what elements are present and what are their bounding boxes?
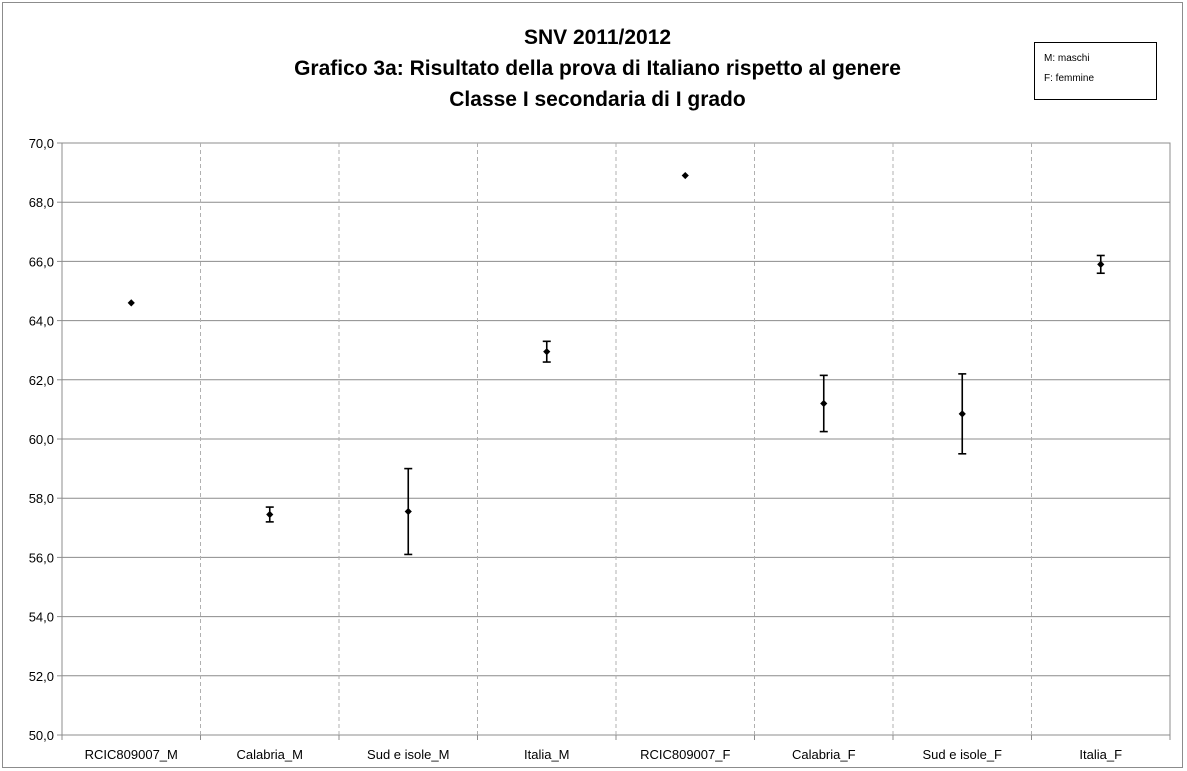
x-tick-label: Sud e isole_F (923, 747, 1003, 762)
legend-box: M: maschi F: femmine (1034, 42, 1157, 100)
data-point (820, 399, 828, 408)
legend-entry-femmine: F: femmine (1044, 73, 1095, 84)
chart-title-line-1: SNV 2011/2012 (523, 26, 672, 49)
x-tick-label: Calabria_F (792, 747, 856, 762)
data-point (127, 299, 135, 307)
x-tick-label: Italia_M (524, 747, 570, 762)
chart-title-line-3: Classe I secondaria di I grado (449, 88, 746, 111)
axes: 50,0 52,0 54,0 56,0 58,0 60,0 62,0 64,0 66,0 68,0… (29, 136, 1171, 762)
y-tick-label: 50,0 (29, 728, 54, 743)
x-tick-label: Sud e isole_M (367, 747, 449, 762)
y-tick-label: 60,0 (29, 432, 54, 447)
data-point (266, 510, 274, 519)
x-tick-label: RCIC809007_M (85, 747, 178, 762)
data-point (543, 348, 551, 356)
y-tick-label: 56,0 (29, 550, 54, 565)
y-tick-label: 68,0 (29, 195, 54, 210)
x-tick-label: Italia_F (1079, 747, 1122, 762)
legend-entry-maschi: M: maschi (1044, 53, 1090, 64)
chart-title-block: SNV 2011/2012 Grafico 3a: Risultato dell… (0, 22, 1187, 115)
data-point (1097, 260, 1105, 268)
y-tick-label: 52,0 (29, 669, 54, 684)
data-point (681, 171, 689, 180)
y-tick-label: 54,0 (29, 610, 54, 625)
y-tick-label: 64,0 (29, 314, 54, 329)
data-point (404, 507, 412, 516)
y-tick-label: 62,0 (29, 373, 54, 388)
gridlines (61, 142, 1171, 736)
chart-title-line-2: Grafico 3a: Risultato della prova di Ita… (294, 57, 901, 80)
data-series (127, 171, 1105, 556)
y-tick-label: 66,0 (29, 254, 54, 269)
x-tick-label: RCIC809007_F (640, 747, 730, 762)
data-point (958, 410, 966, 418)
y-tick-label: 70,0 (29, 136, 54, 151)
y-tick-label: 58,0 (29, 491, 54, 506)
x-tick-label: Calabria_M (237, 747, 303, 762)
